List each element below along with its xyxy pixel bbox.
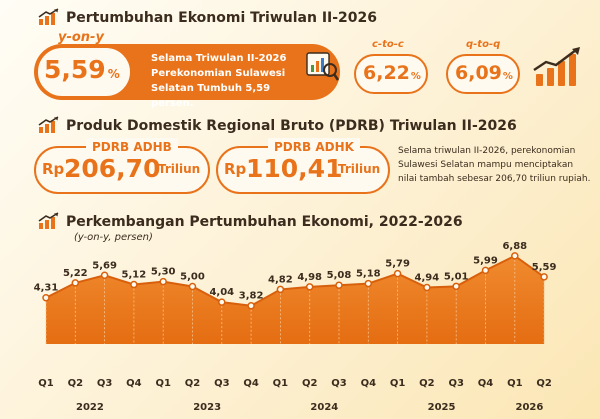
data-point bbox=[452, 282, 460, 291]
x-tick-label: Q3 bbox=[448, 378, 464, 389]
x-tick-label: Q1 bbox=[390, 378, 406, 389]
year-label: 2026 bbox=[516, 402, 544, 413]
yoy-label: y-on-y bbox=[58, 30, 104, 45]
pdrb-adhk-currency: Rp bbox=[224, 160, 247, 178]
x-tick-label: Q1 bbox=[507, 378, 523, 389]
x-tick-label: Q4 bbox=[243, 378, 259, 389]
x-tick-label: Q2 bbox=[302, 378, 318, 389]
ctoc-value: 6,22% bbox=[363, 62, 421, 84]
x-tick-label: Q1 bbox=[38, 378, 54, 389]
bar-growth-arrow-icon bbox=[533, 47, 580, 86]
data-point bbox=[423, 283, 431, 292]
x-tick-label: Q4 bbox=[361, 378, 377, 389]
data-point bbox=[188, 282, 197, 291]
year-label: 2023 bbox=[193, 402, 221, 413]
pdrb-adhk-unit: Triliun bbox=[338, 162, 381, 176]
data-label: 5,18 bbox=[356, 269, 381, 280]
data-point bbox=[100, 271, 109, 280]
pdrb-adhk-label: PDRB ADHK bbox=[268, 138, 360, 156]
area-fill bbox=[46, 255, 545, 344]
data-point bbox=[71, 279, 80, 287]
data-label: 4,94 bbox=[415, 272, 440, 283]
x-tick-label: Q1 bbox=[273, 378, 289, 389]
data-label: 5,69 bbox=[92, 260, 117, 271]
data-point bbox=[247, 301, 255, 310]
data-label: 4,31 bbox=[34, 283, 59, 294]
data-point bbox=[159, 277, 167, 286]
growth-chart-icon bbox=[38, 8, 59, 25]
data-label: 6,88 bbox=[502, 241, 527, 252]
x-tick-label: Q4 bbox=[478, 378, 494, 389]
x-tick-label: Q4 bbox=[126, 378, 142, 389]
growth-chart-icon bbox=[38, 212, 59, 229]
pdrb-adhb-label: PDRB ADHB bbox=[86, 138, 178, 156]
data-label: 5,59 bbox=[532, 262, 557, 273]
data-point bbox=[481, 266, 490, 275]
chart-title: Perkembangan Pertumbuhan Ekonomi, 2022-2… bbox=[66, 214, 463, 230]
yoy-value-pill bbox=[36, 46, 132, 98]
data-label: 5,99 bbox=[473, 255, 498, 266]
data-point bbox=[276, 285, 285, 294]
x-tick-label: Q3 bbox=[214, 378, 230, 389]
x-tick-label: Q2 bbox=[68, 378, 84, 389]
x-tick-label: Q2 bbox=[185, 378, 201, 389]
x-tick-label: Q3 bbox=[331, 378, 347, 389]
qtoq-value: 6,09% bbox=[455, 62, 513, 84]
data-point bbox=[42, 293, 50, 302]
year-label: 2024 bbox=[310, 402, 338, 413]
ctoc-pill bbox=[354, 54, 428, 94]
data-label: 5,22 bbox=[63, 268, 88, 279]
yoy-description: Selama Triwulan II-2026 Perekonomian Sul… bbox=[151, 53, 287, 109]
x-tick-label: Q2 bbox=[536, 378, 552, 389]
data-point bbox=[335, 281, 343, 289]
data-label: 5,30 bbox=[151, 267, 176, 278]
pdrb-adhb-box bbox=[34, 146, 210, 194]
pdrb-adhb-unit: Triliun bbox=[158, 162, 201, 176]
x-tick-label: Q2 bbox=[419, 378, 435, 389]
year-label: 2025 bbox=[428, 402, 456, 413]
ctoc-label: c-to-c bbox=[372, 39, 404, 50]
data-label: 4,98 bbox=[297, 272, 322, 283]
chart-subtitle: (y-on-y, persen) bbox=[74, 232, 153, 243]
data-point bbox=[393, 269, 402, 278]
x-tick-label: Q3 bbox=[97, 378, 113, 389]
data-label: 3,82 bbox=[239, 291, 264, 302]
magnifier-chart-icon bbox=[306, 52, 340, 81]
data-point bbox=[511, 252, 519, 260]
data-point bbox=[364, 279, 373, 288]
data-point bbox=[305, 283, 314, 291]
data-label: 5,79 bbox=[385, 259, 410, 270]
pdrb-adhk-value: 110,41 bbox=[246, 154, 343, 183]
x-tick-label: Q1 bbox=[155, 378, 171, 389]
pdrb-description: Selama triwulan II-2026, perekonomian Su… bbox=[398, 146, 591, 184]
pdrb-adhb-value: 206,70 bbox=[64, 154, 161, 183]
qtoq-label: q-to-q bbox=[466, 39, 501, 50]
section2-title: Produk Domestik Regional Bruto (PDRB) Tr… bbox=[66, 118, 517, 134]
growth-area-chart: 4,31 Q1 5,22 Q2 5,69 Q3 5,12 Q4 5,30 Q1 5,00 Q2 4,04… bbox=[34, 241, 557, 413]
qtoq-pill bbox=[446, 54, 520, 94]
data-point bbox=[130, 280, 138, 289]
pdrb-adhb-currency: Rp bbox=[42, 160, 65, 178]
data-label: 5,01 bbox=[444, 271, 469, 282]
data-point bbox=[218, 298, 226, 306]
data-label: 5,12 bbox=[122, 270, 147, 281]
series-line bbox=[45, 254, 545, 307]
growth-chart-icon bbox=[38, 116, 59, 133]
data-label: 4,82 bbox=[268, 274, 293, 285]
data-label: 4,04 bbox=[209, 287, 234, 298]
data-point bbox=[540, 273, 548, 281]
data-label: 5,08 bbox=[327, 270, 352, 281]
section1-title: Pertumbuhan Ekonomi Triwulan II-2026 bbox=[66, 10, 378, 26]
yoy-value: 5,59% bbox=[44, 55, 120, 84]
data-label: 5,00 bbox=[180, 272, 205, 283]
year-label: 2022 bbox=[76, 402, 104, 413]
